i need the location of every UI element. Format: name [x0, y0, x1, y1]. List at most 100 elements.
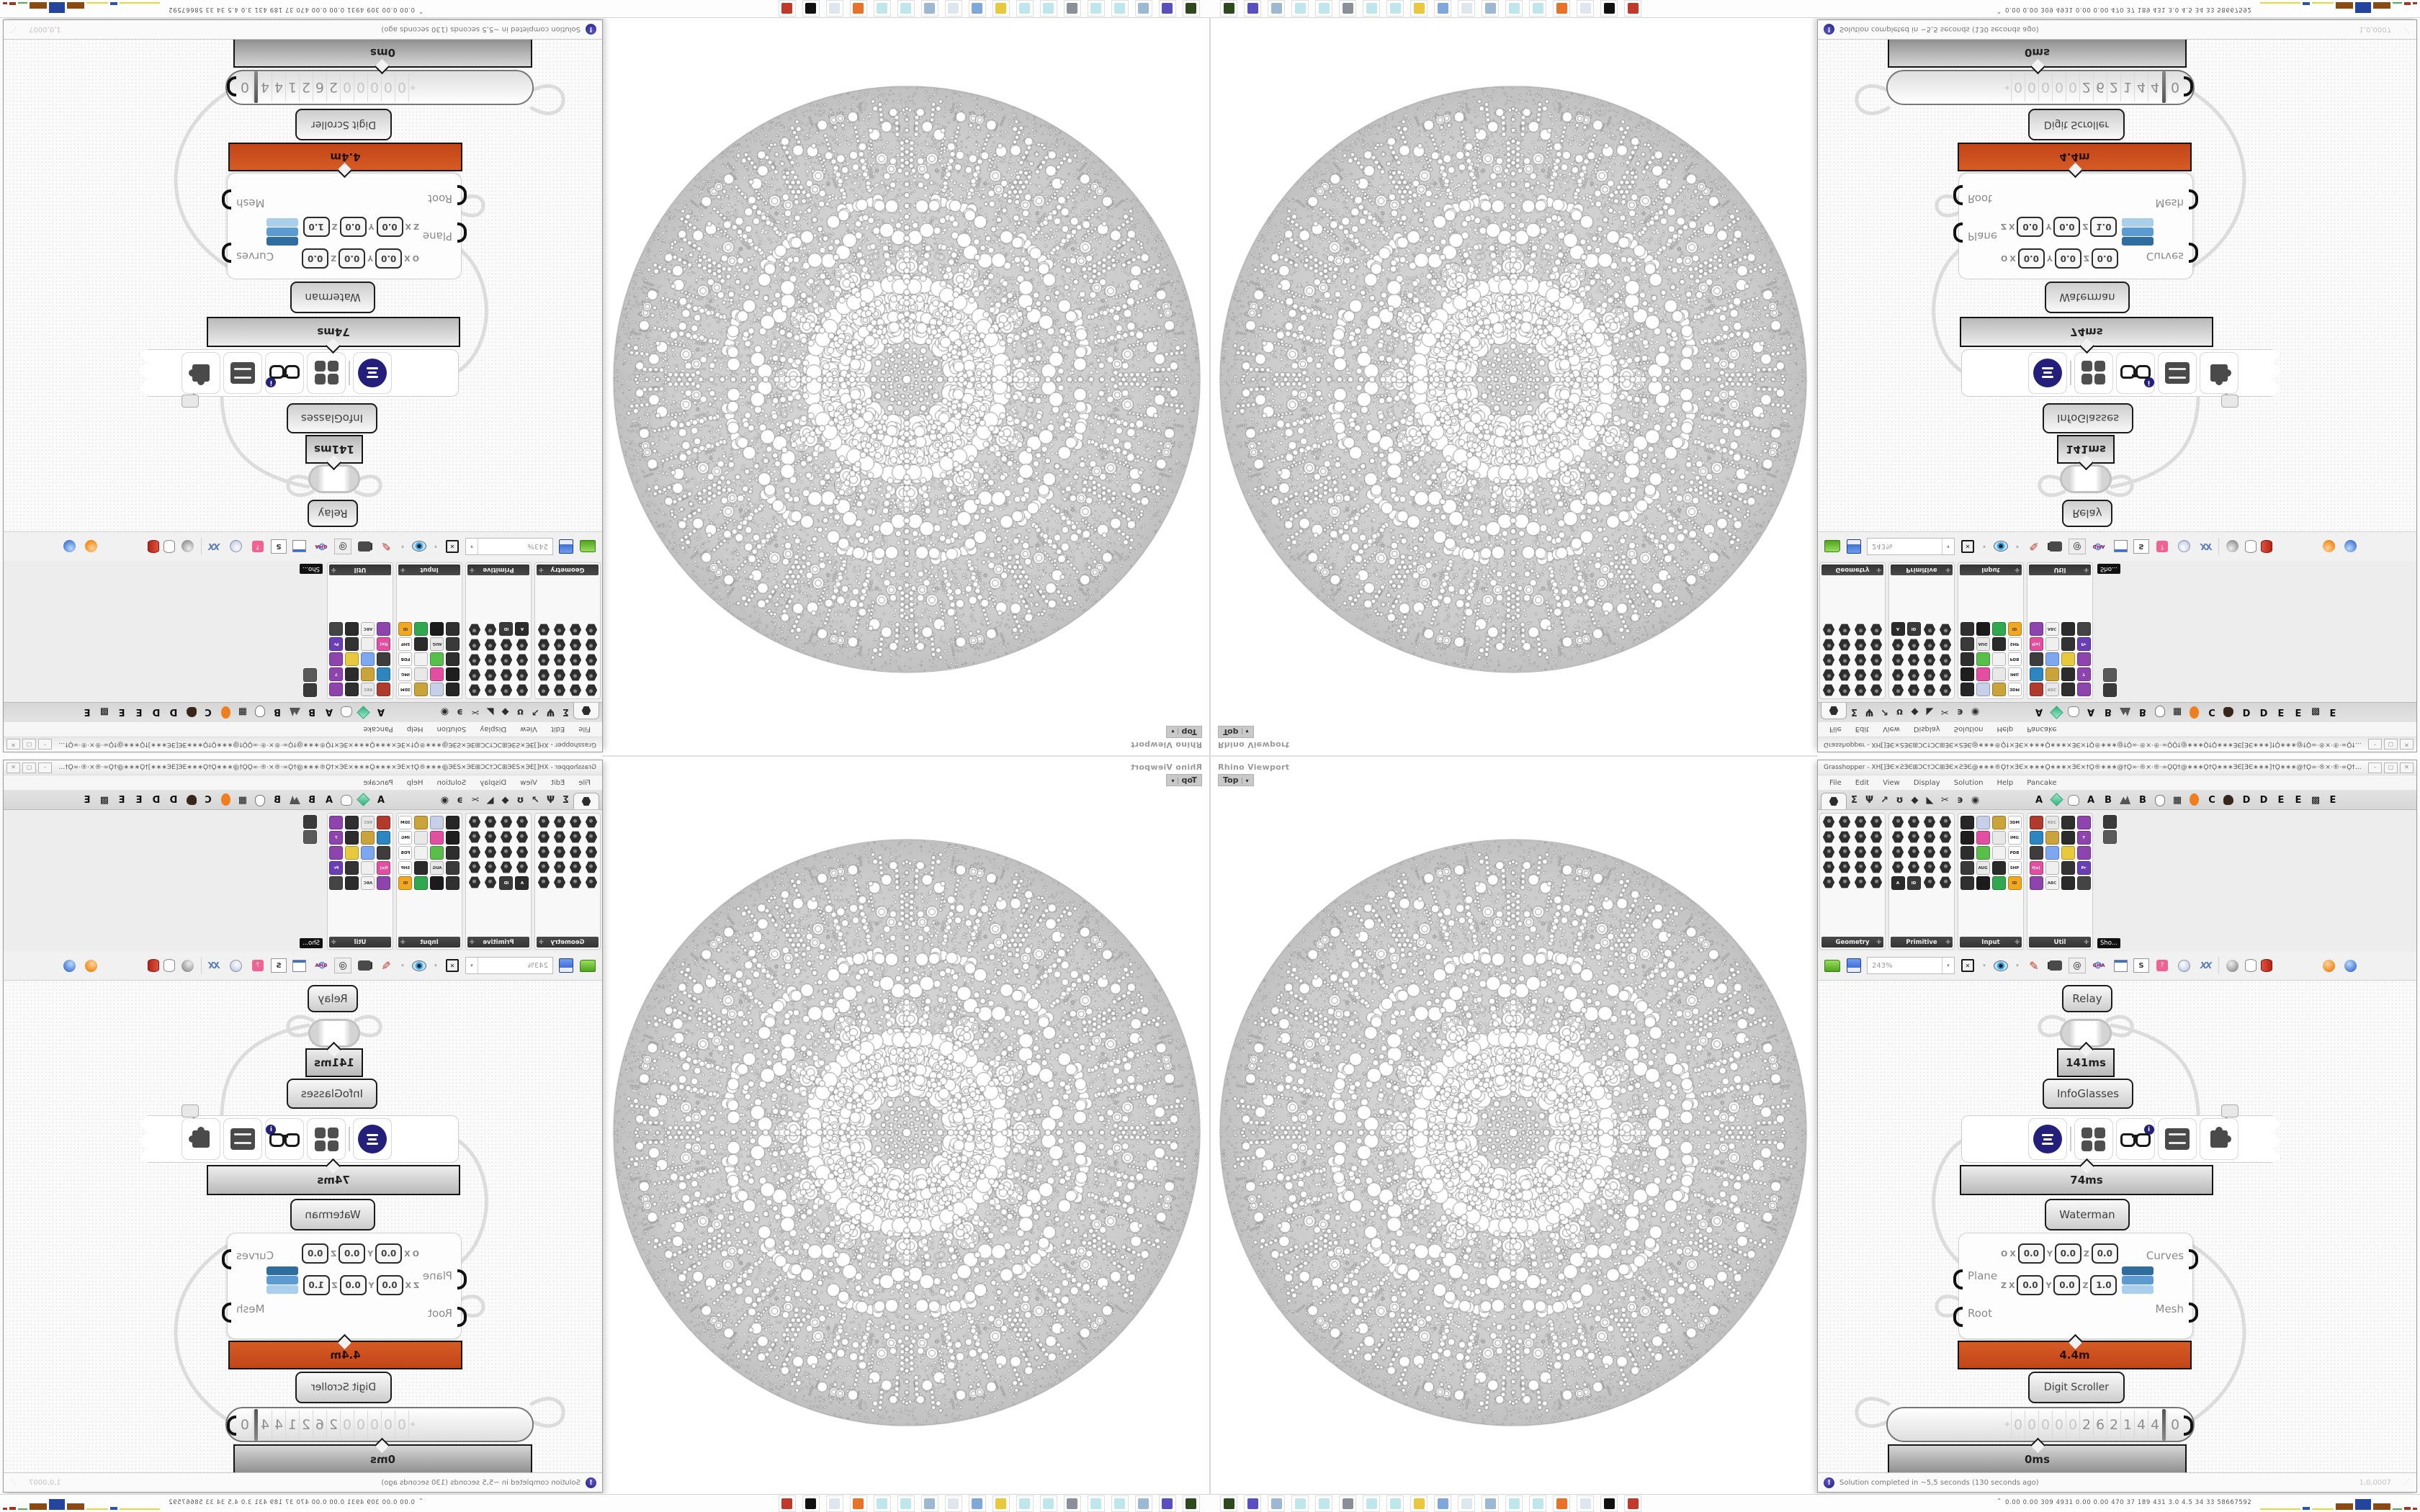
palette-component-icon[interactable]	[485, 846, 497, 858]
digit-cell[interactable]: 2	[327, 1410, 341, 1439]
gh-canvas[interactable]: Relay 141ms InfoGlasses i 74ms Waterman	[1818, 40, 2416, 531]
input-port-root[interactable]	[457, 1307, 467, 1327]
palette-component-icon[interactable]	[469, 876, 481, 888]
digit-scroller-label[interactable]: Digit Scroller	[295, 109, 392, 140]
digit-cell[interactable]: 0	[2025, 73, 2038, 102]
vec-value[interactable]: 0.0	[2091, 248, 2118, 269]
taskbar-app-icon[interactable]	[1040, 0, 1057, 17]
plugin-tab[interactable]	[182, 794, 200, 806]
minimize-button[interactable]: –	[38, 739, 52, 750]
palette-component-icon[interactable]	[1960, 622, 1974, 636]
toolbar-icon[interactable]: S	[271, 958, 287, 973]
digit-cell[interactable]: 0	[368, 1410, 382, 1439]
toolbar-icon[interactable]: ▾	[434, 544, 437, 549]
palette-component-icon[interactable]	[538, 669, 550, 681]
palette-component-icon[interactable]	[2102, 830, 2117, 844]
palette-component-icon[interactable]	[430, 846, 444, 860]
plugin-tab[interactable]: B	[274, 706, 281, 718]
palette-component-icon[interactable]	[1854, 831, 1867, 843]
category-tab-icon[interactable]: Ψ	[1865, 706, 1874, 718]
taskbar-app-icon[interactable]	[1016, 1495, 1034, 1512]
palette-component-icon[interactable]	[538, 624, 550, 636]
plugin-tab[interactable]: ▩	[99, 794, 109, 806]
infoglasses-plugin-icon[interactable]	[2199, 1118, 2238, 1160]
digit-cell[interactable]: 0	[395, 73, 409, 102]
palette-component-icon[interactable]	[1960, 637, 1974, 651]
toolbar-icon[interactable]	[444, 538, 461, 555]
category-tab-icon[interactable]: Ψ	[1865, 794, 1874, 806]
palette-component-icon[interactable]	[1976, 667, 1990, 681]
palette-component-icon[interactable]: SHP	[398, 861, 413, 875]
palette-component-icon[interactable]	[485, 654, 497, 666]
palette-component-icon[interactable]	[1839, 654, 1851, 666]
preview-material-icon[interactable]	[148, 959, 159, 972]
taskbar-app-icon[interactable]	[850, 1495, 867, 1512]
toolbar-icon[interactable]	[1992, 538, 2009, 555]
plugin-tab[interactable]: A	[377, 706, 385, 718]
vec-value[interactable]: 1.0	[302, 1275, 330, 1295]
category-tab-icon[interactable]: ◉	[1971, 706, 1980, 718]
vec-value[interactable]: 0.0	[302, 1243, 329, 1264]
palette-component-icon[interactable]	[570, 861, 582, 873]
palette-component-icon[interactable]	[2076, 683, 2091, 696]
taskbar-app-icon[interactable]	[1482, 1495, 1499, 1512]
input-port-plane[interactable]	[1953, 1269, 1963, 1290]
palette-component-icon[interactable]: PDB	[398, 652, 413, 666]
palette-component-icon[interactable]	[303, 830, 318, 844]
palette-component-icon[interactable]	[554, 861, 566, 873]
palette-component-icon[interactable]	[430, 876, 444, 890]
category-tab-icon[interactable]: ✂	[471, 794, 479, 806]
palette-component-icon[interactable]	[1855, 624, 1867, 636]
preview-material-icon[interactable]	[104, 957, 122, 974]
palette-component-icon[interactable]	[1976, 876, 1990, 890]
palette-component-icon[interactable]	[1907, 831, 1920, 843]
plugin-tab[interactable]: A	[325, 706, 333, 718]
palette-group-label[interactable]: Util ✛	[329, 937, 391, 948]
toolbar-icon[interactable]	[1959, 538, 1976, 555]
category-tab-icon[interactable]: ϶	[457, 794, 463, 806]
infoglasses-label[interactable]: InfoGlasses	[287, 403, 377, 433]
plugin-tab[interactable]: D	[2259, 706, 2268, 718]
palette-component-icon[interactable]	[1991, 622, 2006, 636]
palette-component-icon[interactable]	[554, 816, 566, 828]
palette-component-icon[interactable]: IMG	[398, 667, 413, 681]
taskbar-app-icon[interactable]	[1482, 0, 1499, 17]
palette-component-icon[interactable]	[469, 654, 481, 666]
viewport-tab-top[interactable]: Top▾	[1166, 726, 1202, 738]
taskbar-app-icon[interactable]	[1291, 0, 1309, 17]
palette-component-icon[interactable]	[469, 669, 481, 681]
preview-material-icon[interactable]	[179, 538, 197, 555]
input-port-plane[interactable]	[1953, 222, 1963, 243]
toolbar-icon[interactable]: XX	[209, 960, 220, 971]
vec-value[interactable]: 0.0	[2091, 1243, 2118, 1264]
taskbar-app-icon[interactable]	[1386, 1495, 1404, 1512]
vec-value[interactable]: 0.0	[2054, 248, 2081, 269]
taskbar-app-icon[interactable]	[826, 1495, 843, 1512]
palette-component-icon[interactable]	[1960, 683, 1974, 696]
category-tab-icon[interactable]: ◣	[486, 706, 494, 718]
digit-cell[interactable]: 4	[272, 73, 286, 102]
palette-component-icon[interactable]	[1854, 846, 1867, 858]
plugin-tab[interactable]: ▦	[2172, 794, 2182, 806]
palette-component-icon[interactable]: 7	[329, 667, 344, 681]
palette-component-icon[interactable]	[586, 624, 598, 636]
vec-value[interactable]: 0.0	[2017, 248, 2045, 269]
palette-component-icon[interactable]	[538, 831, 550, 843]
plugin-tab[interactable]	[2117, 706, 2134, 718]
toolbar-icon[interactable]: ▾	[434, 963, 437, 968]
palette-component-icon[interactable]: REC	[2045, 683, 2059, 696]
input-port-plane[interactable]	[457, 1269, 467, 1290]
plugin-tab[interactable]: B	[2105, 794, 2112, 806]
palette-component-icon[interactable]	[1923, 831, 1936, 843]
palette-component-icon[interactable]	[2029, 667, 2043, 681]
caret-icon[interactable]: ˆ	[1997, 6, 2001, 14]
plugin-tab[interactable]	[2186, 793, 2203, 806]
palette-component-icon[interactable]	[2061, 637, 2075, 651]
infoglasses-label[interactable]: InfoGlasses	[2043, 1079, 2133, 1109]
digit-cell[interactable]: 4	[259, 1410, 272, 1439]
input-port-root[interactable]	[457, 185, 467, 205]
infoglasses-plugin-icon[interactable]	[182, 352, 221, 394]
palette-component-icon[interactable]	[1908, 639, 1920, 651]
category-tab-icon[interactable]: ◣	[486, 794, 494, 806]
